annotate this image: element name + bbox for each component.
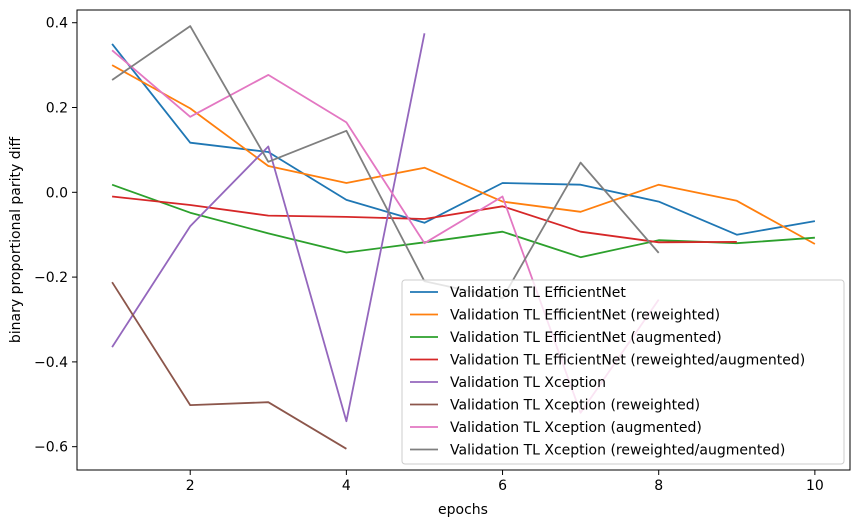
legend-label-3: Validation TL EfficientNet (augmented)	[450, 330, 722, 346]
plot-frame	[76, 9, 851, 471]
series-line-5	[111, 33, 426, 423]
series-line-4	[112, 195, 737, 244]
series-line-8	[111, 25, 660, 300]
legend-label-5: Validation TL Xception	[450, 375, 606, 391]
y-tick-label: −0.4	[34, 355, 68, 371]
legend-label-8: Validation TL Xception (reweighted/augme…	[450, 443, 785, 459]
y-axis-label: binary proportional parity diff	[8, 136, 24, 343]
y-tick-label: −0.2	[34, 270, 68, 286]
series-line-1	[111, 43, 816, 236]
y-tick-label: 0.2	[46, 101, 68, 117]
legend-label-2: Validation TL EfficientNet (reweighted)	[450, 308, 720, 324]
legend-label-4: Validation TL EfficientNet (reweighted/a…	[450, 353, 805, 369]
series-line-6	[111, 281, 347, 450]
legend: Validation TL EfficientNet Validation TL …	[401, 279, 845, 465]
series-line-2	[111, 64, 816, 245]
legend-label-7: Validation TL Xception (augmented)	[450, 420, 702, 436]
y-axis-ticks: −0.6 −0.4 −0.2 0.0 0.2 0.4	[34, 16, 77, 456]
x-axis-ticks: 2 4 6 8 10	[186, 470, 824, 494]
legend-box	[401, 279, 845, 465]
x-tick-label: 8	[654, 478, 663, 494]
x-tick-label: 4	[342, 478, 351, 494]
x-axis-label: epochs	[438, 502, 488, 518]
x-tick-label: 6	[498, 478, 507, 494]
y-tick-label: −0.6	[34, 440, 68, 456]
y-tick-label: 0.0	[46, 185, 68, 201]
x-tick-label: 10	[806, 478, 824, 494]
x-tick-label: 2	[186, 478, 195, 494]
y-tick-label: 0.4	[46, 16, 68, 32]
legend-label-6: Validation TL Xception (reweighted)	[450, 398, 700, 414]
legend-label-1: Validation TL EfficientNet	[450, 285, 626, 301]
